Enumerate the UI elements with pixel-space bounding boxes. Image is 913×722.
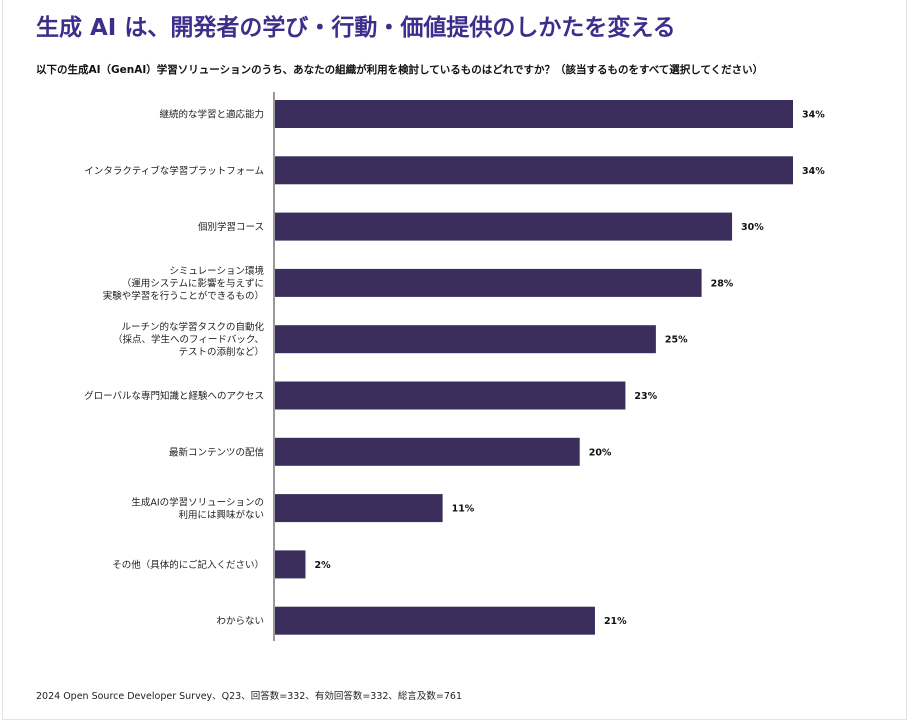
category-label-line: 利用には興味がない <box>178 509 264 521</box>
category-label-line: 個別学習コース <box>198 221 264 233</box>
category-label-7: 生成AIの学習ソリューションの利用には興味がない <box>131 496 264 520</box>
category-label-line: ルーチン的な学習タスクの自動化 <box>121 321 264 333</box>
data-label-5: 23% <box>634 391 657 402</box>
data-label-3: 28% <box>711 278 734 289</box>
category-label-line: テストの添削など） <box>178 346 264 358</box>
category-label-6: 最新コンテンツの配信 <box>169 446 264 458</box>
data-label-1: 34% <box>802 166 825 177</box>
category-label-line: （採点、学生へのフィードバック、 <box>113 334 264 346</box>
bar-8 <box>275 550 306 579</box>
category-label-2: 個別学習コース <box>198 221 264 233</box>
category-label-line: 実験や学習を行うことができるもの） <box>103 290 264 302</box>
source-footnote: 2024 Open Source Developer Survey、Q23、回答… <box>36 691 463 702</box>
category-label-8: その他（具体的にご記入ください） <box>112 559 264 571</box>
bar-5 <box>275 381 626 410</box>
category-label-4: ルーチン的な学習タスクの自動化（採点、学生へのフィードバック、テストの添削など） <box>113 321 264 358</box>
bar-2 <box>275 212 733 241</box>
bar-3 <box>275 268 702 297</box>
survey-question: 以下の生成AI（GenAI）学習ソリューションのうち、あなたの組織が利用を検討し… <box>36 64 764 76</box>
data-label-8: 2% <box>314 560 331 571</box>
category-label-9: わからない <box>216 616 264 627</box>
category-label-1: インタラクティブな学習プラットフォーム <box>84 165 264 177</box>
data-label-9: 21% <box>604 616 627 627</box>
data-label-2: 30% <box>741 222 764 233</box>
data-label-7: 11% <box>452 504 475 515</box>
category-label-line: インタラクティブな学習プラットフォーム <box>84 165 264 177</box>
category-label-5: グローバルな専門知識と経験へのアクセス <box>84 390 264 402</box>
bar-0 <box>275 100 793 128</box>
bar-7 <box>275 494 443 523</box>
category-label-0: 継続的な学習と適応能力 <box>159 109 264 121</box>
page-title: 生成 AI は、開発者の学び・行動・価値提供のしかたを変える <box>36 15 676 41</box>
bar-9 <box>275 606 595 635</box>
category-label-line: （運用システムに影響を与えずに <box>122 277 264 289</box>
data-label-0: 34% <box>802 110 825 121</box>
category-label-line: 最新コンテンツの配信 <box>169 446 264 458</box>
bar-6 <box>275 437 580 466</box>
bar-4 <box>275 325 656 354</box>
category-label-line: 継続的な学習と適応能力 <box>159 109 264 121</box>
category-label-line: わからない <box>216 616 264 627</box>
category-label-line: 生成AIの学習ソリューションの <box>131 496 264 508</box>
category-label-line: その他（具体的にご記入ください） <box>112 559 264 571</box>
data-label-6: 20% <box>589 447 612 458</box>
category-label-3: シミュレーション環境（運用システムに影響を与えずに実験や学習を行うことができるも… <box>103 265 265 302</box>
data-label-4: 25% <box>665 335 688 346</box>
bar-1 <box>275 156 793 185</box>
category-label-line: シミュレーション環境 <box>169 265 264 277</box>
category-label-line: グローバルな専門知識と経験へのアクセス <box>84 390 264 402</box>
